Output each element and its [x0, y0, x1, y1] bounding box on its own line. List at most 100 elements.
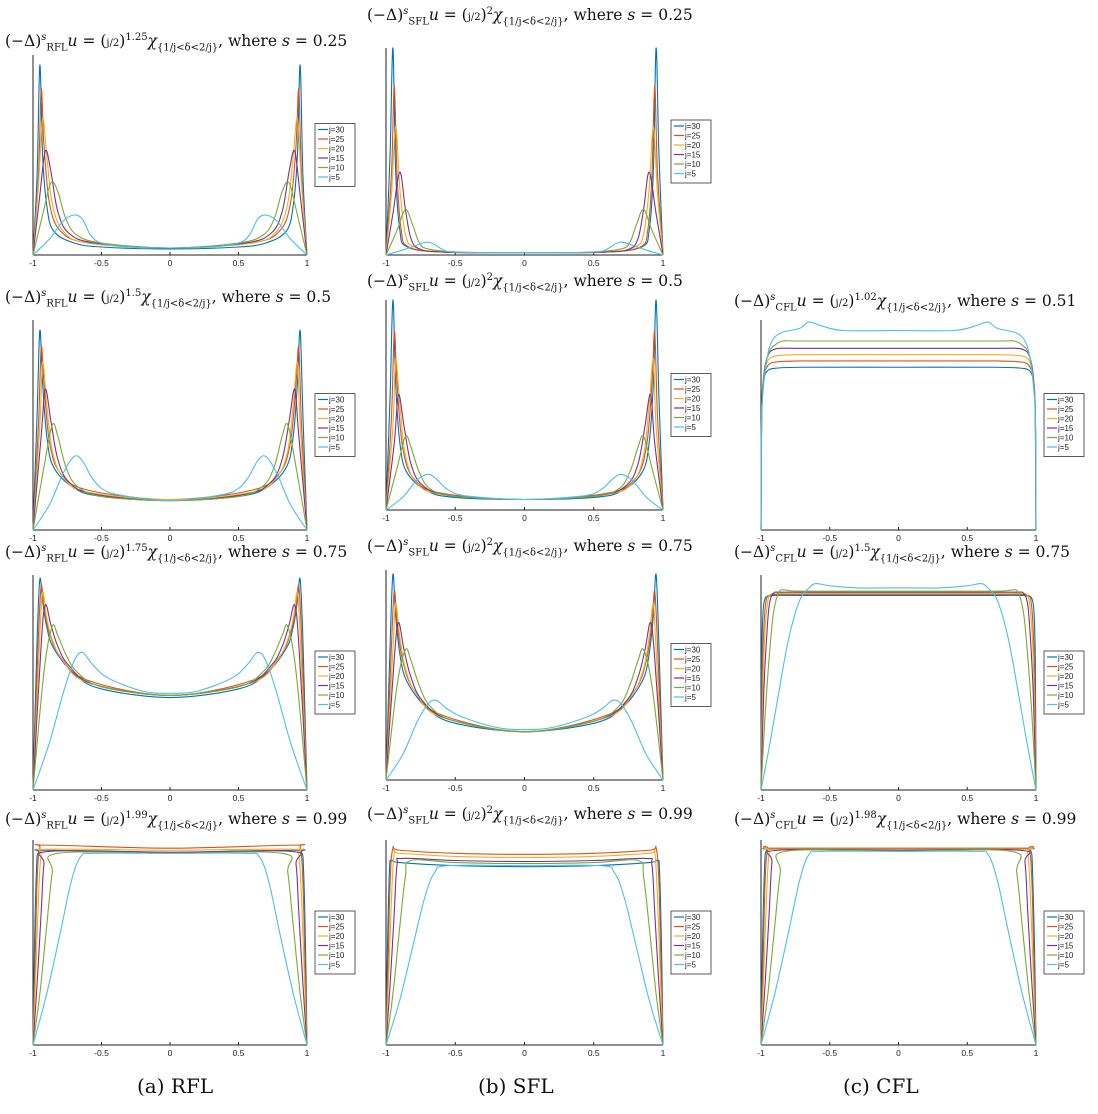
legend-box	[670, 643, 712, 707]
legend: j=30j=25j=20j=15j=10j=5	[314, 123, 356, 187]
legend-label: j=30	[1057, 396, 1074, 405]
title-sfl-025: (−Δ)sSFLu = (j/2)2χ{1/j<δ<2/j}, where s …	[367, 6, 693, 28]
series-line-j=30	[385, 573, 664, 781]
x-tick-label: -1	[757, 533, 765, 543]
x-tick-label: -0.5	[94, 1048, 109, 1058]
legend-label: j=20	[1057, 415, 1074, 424]
legend-label: j=10	[1057, 434, 1074, 443]
legend-label: j=25	[328, 135, 345, 144]
legend: j=30j=25j=20j=15j=10j=5	[1043, 393, 1085, 457]
legend-label: j=15	[1057, 424, 1074, 433]
legend-box	[1043, 910, 1085, 975]
x-tick-label: 0.5	[588, 258, 600, 268]
series-line-j=10	[385, 648, 664, 781]
series-line-j=20	[385, 126, 664, 256]
x-tick-label: -1	[29, 533, 37, 543]
x-tick-label: 1	[305, 1048, 310, 1058]
plot-rfl_025: -1 -0.5 0 0.5 1 j=30j=25j=20j=15j=10j=5	[29, 55, 356, 268]
x-tick-label: 0.5	[588, 513, 600, 523]
legend-label: j=10	[1057, 691, 1074, 700]
legend-label: j=20	[684, 665, 701, 674]
series-line-j=20	[32, 591, 308, 791]
x-tick-label: 0	[896, 1048, 901, 1058]
series-line-j=10	[32, 624, 308, 791]
x-tick-label: -1	[382, 258, 390, 268]
legend-label: j=25	[1057, 923, 1074, 932]
series-line-j=15	[760, 591, 1037, 791]
title-rfl-099: (−Δ)sRFLu = (j/2)1.99χ{1/j<δ<2/j}, where…	[5, 810, 348, 832]
legend-label: j=20	[684, 141, 701, 150]
plot-rfl_05: -1 -0.5 0 0.5 1 j=30j=25j=20j=15j=10j=5	[29, 320, 356, 543]
x-tick-label: -0.5	[94, 258, 109, 268]
x-tick-label: 0.5	[233, 1048, 245, 1058]
series-line-j=20	[760, 592, 1037, 791]
series-line-j=20	[760, 354, 1037, 531]
series-line-j=30	[32, 577, 308, 791]
series-line-j=25	[385, 330, 664, 511]
legend-label: j=25	[328, 405, 345, 414]
legend-label: j=10	[328, 691, 345, 700]
x-tick-label: -0.5	[822, 1048, 837, 1058]
caption-cfl: (c) CFL	[843, 1074, 919, 1098]
x-tick-label: -1	[757, 793, 765, 803]
legend-label: j=15	[328, 682, 345, 691]
x-tick-label: 0	[168, 1048, 173, 1058]
legend-label: j=20	[684, 932, 701, 941]
series-line-j=25	[32, 345, 308, 531]
x-tick-label: -0.5	[448, 1048, 463, 1058]
x-tick-label: -0.5	[822, 533, 837, 543]
legend-label: j=30	[684, 913, 701, 922]
legend-label: j=30	[328, 396, 345, 405]
x-tick-label: 0	[168, 258, 173, 268]
x-tick-label: -0.5	[448, 783, 463, 793]
legend-label: j=30	[328, 126, 345, 135]
plot-rfl_075: -1 -0.5 0 0.5 1 j=30j=25j=20j=15j=10j=5	[29, 575, 356, 803]
series-line-j=30	[760, 847, 1037, 1046]
legend-label: j=30	[328, 913, 345, 922]
series-line-j=25	[385, 84, 664, 256]
legend-label: j=10	[328, 434, 345, 443]
series-line-j=15	[385, 621, 664, 781]
x-tick-label: 0	[168, 793, 173, 803]
legend-label: j=10	[1057, 951, 1074, 960]
x-tick-label: -1	[382, 513, 390, 523]
legend: j=30j=25j=20j=15j=10j=5	[314, 393, 356, 457]
series-line-j=10	[32, 422, 308, 531]
title-sfl-05: (−Δ)sSFLu = (j/2)2χ{1/j<δ<2/j}, where s …	[367, 272, 683, 294]
legend-box	[670, 373, 712, 437]
x-tick-label: -1	[757, 1048, 765, 1058]
series-line-j=10	[32, 851, 308, 1046]
x-tick-label: -0.5	[94, 793, 109, 803]
series-line-j=5	[385, 241, 664, 256]
legend-label: j=30	[1057, 653, 1074, 662]
series-line-j=20	[32, 117, 308, 256]
series-line-j=10	[385, 208, 664, 256]
series-line-j=5	[32, 852, 308, 1046]
series-line-j=10	[760, 849, 1037, 1046]
legend-label: j=5	[328, 961, 340, 970]
legend-label: j=20	[328, 932, 345, 941]
legend-label: j=25	[684, 923, 701, 932]
x-tick-label: 0.5	[961, 1048, 973, 1058]
x-tick-label: 1	[661, 1048, 666, 1058]
legend-label: j=15	[684, 942, 701, 951]
title-rfl-075: (−Δ)sRFLu = (j/2)1.75χ{1/j<δ<2/j}, where…	[5, 543, 348, 565]
legend: j=30j=25j=20j=15j=10j=5	[1043, 650, 1085, 715]
series-line-j=25	[385, 845, 664, 1046]
x-tick-label: 1	[305, 533, 310, 543]
series-line-j=15	[32, 388, 308, 531]
legend-label: j=5	[328, 701, 340, 710]
series-line-j=5	[385, 864, 664, 1046]
title-rfl-025: (−Δ)sRFLu = (j/2)1.25χ{1/j<δ<2/j}, where…	[5, 32, 348, 54]
legend-label: j=5	[328, 443, 340, 452]
legend-label: j=25	[1057, 405, 1074, 414]
x-tick-label: 0	[522, 783, 527, 793]
legend-label: j=30	[1057, 913, 1074, 922]
x-tick-label: 1	[661, 258, 666, 268]
series-line-j=15	[760, 347, 1037, 531]
title-cfl-051: (−Δ)sCFLu = (j/2)1.02χ{1/j<δ<2/j}, where…	[734, 292, 1077, 314]
legend-label: j=25	[684, 385, 701, 394]
plot-cfl_075: -1 -0.5 0 0.5 1 j=30j=25j=20j=15j=10j=5	[757, 575, 1085, 803]
legend-label: j=20	[1057, 932, 1074, 941]
x-tick-label: 0.5	[233, 258, 245, 268]
